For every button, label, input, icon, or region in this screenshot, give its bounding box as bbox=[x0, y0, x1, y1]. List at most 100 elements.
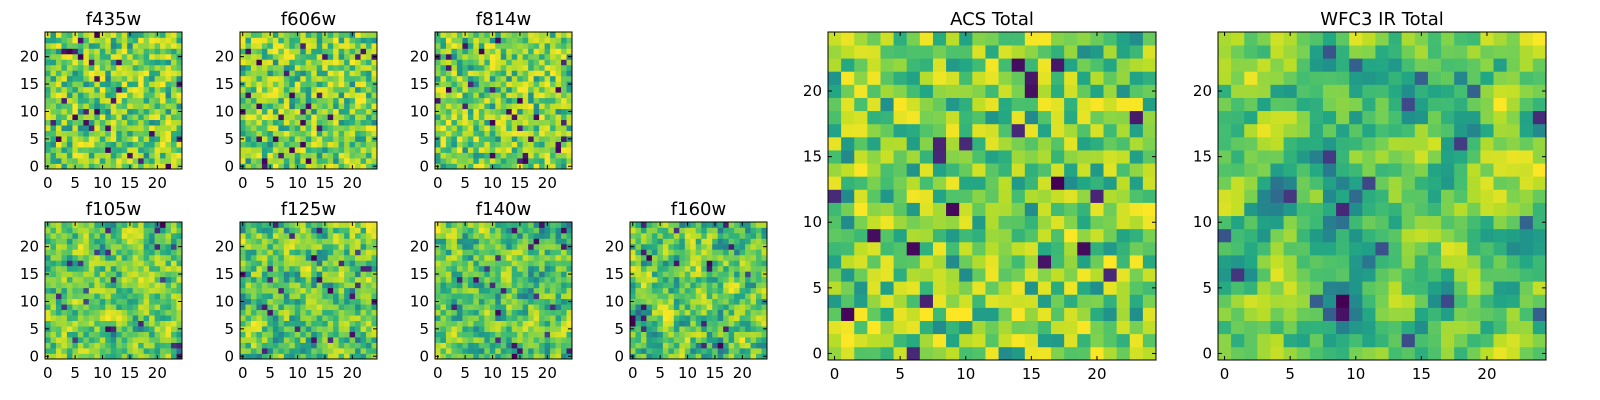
heatmap-cell bbox=[522, 326, 529, 332]
heatmap-cell bbox=[566, 222, 573, 228]
heatmap-cell bbox=[305, 243, 312, 250]
heatmap-cell bbox=[495, 254, 502, 261]
heatmap-cell bbox=[132, 37, 139, 44]
heatmap-cell bbox=[533, 53, 540, 60]
heatmap-cell bbox=[561, 86, 567, 93]
heatmap-cell bbox=[333, 271, 339, 278]
heatmap-cell bbox=[333, 260, 339, 267]
heatmap-cell bbox=[55, 298, 62, 305]
heatmap-cell bbox=[322, 265, 329, 272]
heatmap-cell bbox=[467, 141, 474, 148]
heatmap-cell bbox=[651, 222, 658, 228]
heatmap-cell bbox=[160, 70, 166, 77]
heatmap-cell bbox=[745, 353, 751, 360]
heatmap-cell bbox=[121, 152, 128, 159]
heatmap-cell bbox=[517, 64, 524, 71]
heatmap-cell bbox=[440, 298, 447, 305]
heatmap-cell bbox=[127, 48, 134, 55]
heatmap-cell bbox=[154, 243, 161, 250]
heatmap-cell bbox=[77, 37, 84, 44]
heatmap-cell bbox=[50, 342, 57, 349]
heatmap-cell bbox=[651, 331, 658, 338]
heatmap-cell bbox=[657, 304, 664, 311]
heatmap-cell bbox=[83, 232, 90, 239]
heatmap-cell bbox=[440, 309, 447, 316]
heatmap-cell bbox=[283, 103, 290, 110]
heatmap-cell bbox=[138, 48, 144, 55]
heatmap-cell bbox=[528, 97, 534, 104]
heatmap-cell bbox=[684, 287, 691, 294]
heatmap-cell bbox=[245, 265, 252, 272]
heatmap-cell bbox=[261, 271, 268, 278]
heatmap-cell bbox=[854, 241, 868, 256]
heatmap-cell bbox=[105, 92, 112, 99]
heatmap-cell bbox=[528, 81, 534, 88]
heatmap-cell bbox=[919, 294, 934, 308]
heatmap-cell bbox=[110, 282, 117, 289]
heatmap-cell bbox=[445, 320, 452, 327]
heatmap-cell bbox=[1051, 346, 1065, 361]
heatmap-cell bbox=[723, 222, 729, 228]
heatmap-cell bbox=[734, 353, 740, 360]
heatmap-cell bbox=[245, 353, 252, 360]
heatmap-cell bbox=[745, 276, 751, 283]
heatmap-cell bbox=[706, 265, 713, 272]
heatmap-cell bbox=[555, 152, 562, 159]
heatmap-cell bbox=[83, 238, 90, 245]
x-tick-label: 5 bbox=[265, 174, 275, 192]
heatmap-cell bbox=[867, 307, 881, 321]
heatmap-cell bbox=[105, 158, 112, 164]
heatmap-cell bbox=[316, 130, 323, 137]
heatmap-cell bbox=[355, 53, 361, 60]
heatmap-cell bbox=[440, 282, 447, 289]
heatmap-cell bbox=[668, 232, 675, 239]
heatmap-cell bbox=[1090, 228, 1104, 243]
heatmap-cell bbox=[635, 309, 642, 316]
heatmap-cell bbox=[673, 254, 680, 261]
heatmap-cell bbox=[528, 342, 534, 349]
heatmap-cell bbox=[522, 59, 529, 66]
heatmap-cell bbox=[66, 254, 73, 261]
heatmap-cell bbox=[745, 265, 751, 272]
heatmap-cell bbox=[127, 119, 134, 126]
heatmap-cell bbox=[489, 276, 496, 283]
heatmap-cell bbox=[946, 241, 960, 256]
heatmap-cell bbox=[300, 152, 307, 159]
heatmap-cell bbox=[566, 276, 573, 283]
heatmap-cell bbox=[467, 337, 474, 343]
heatmap-cell bbox=[985, 294, 999, 308]
heatmap-cell bbox=[110, 125, 117, 131]
heatmap-cell bbox=[456, 271, 463, 278]
heatmap-cell bbox=[261, 103, 268, 110]
heatmap-cell bbox=[349, 119, 356, 126]
heatmap-cell bbox=[176, 59, 183, 66]
heatmap-cell bbox=[289, 271, 296, 278]
heatmap-cell bbox=[61, 64, 68, 71]
heatmap-cell bbox=[355, 37, 361, 44]
heatmap-cell bbox=[72, 119, 79, 126]
heatmap-cell bbox=[478, 136, 485, 142]
heatmap-cell bbox=[99, 42, 106, 49]
heatmap-cell bbox=[566, 97, 573, 104]
heatmap-cell bbox=[149, 260, 155, 267]
heatmap-cell bbox=[451, 64, 458, 71]
heatmap-cell bbox=[77, 42, 84, 49]
heatmap-cell bbox=[88, 282, 95, 289]
heatmap-cell bbox=[105, 276, 112, 283]
heatmap-cell bbox=[522, 254, 529, 261]
heatmap-cell bbox=[533, 64, 540, 71]
heatmap-cell bbox=[116, 147, 123, 153]
heatmap-cell bbox=[138, 249, 144, 256]
heatmap-cell bbox=[316, 163, 323, 170]
heatmap-cell bbox=[506, 282, 513, 289]
heatmap-cell bbox=[121, 92, 128, 99]
heatmap-cell bbox=[440, 64, 447, 71]
heatmap-cell bbox=[360, 114, 367, 121]
heatmap-cell bbox=[651, 276, 658, 283]
heatmap-cell bbox=[478, 287, 485, 294]
heatmap-cell bbox=[338, 125, 345, 131]
heatmap-cell bbox=[635, 304, 642, 311]
heatmap-cell bbox=[528, 260, 534, 267]
heatmap-cell bbox=[45, 260, 51, 267]
heatmap-cell bbox=[245, 243, 252, 250]
